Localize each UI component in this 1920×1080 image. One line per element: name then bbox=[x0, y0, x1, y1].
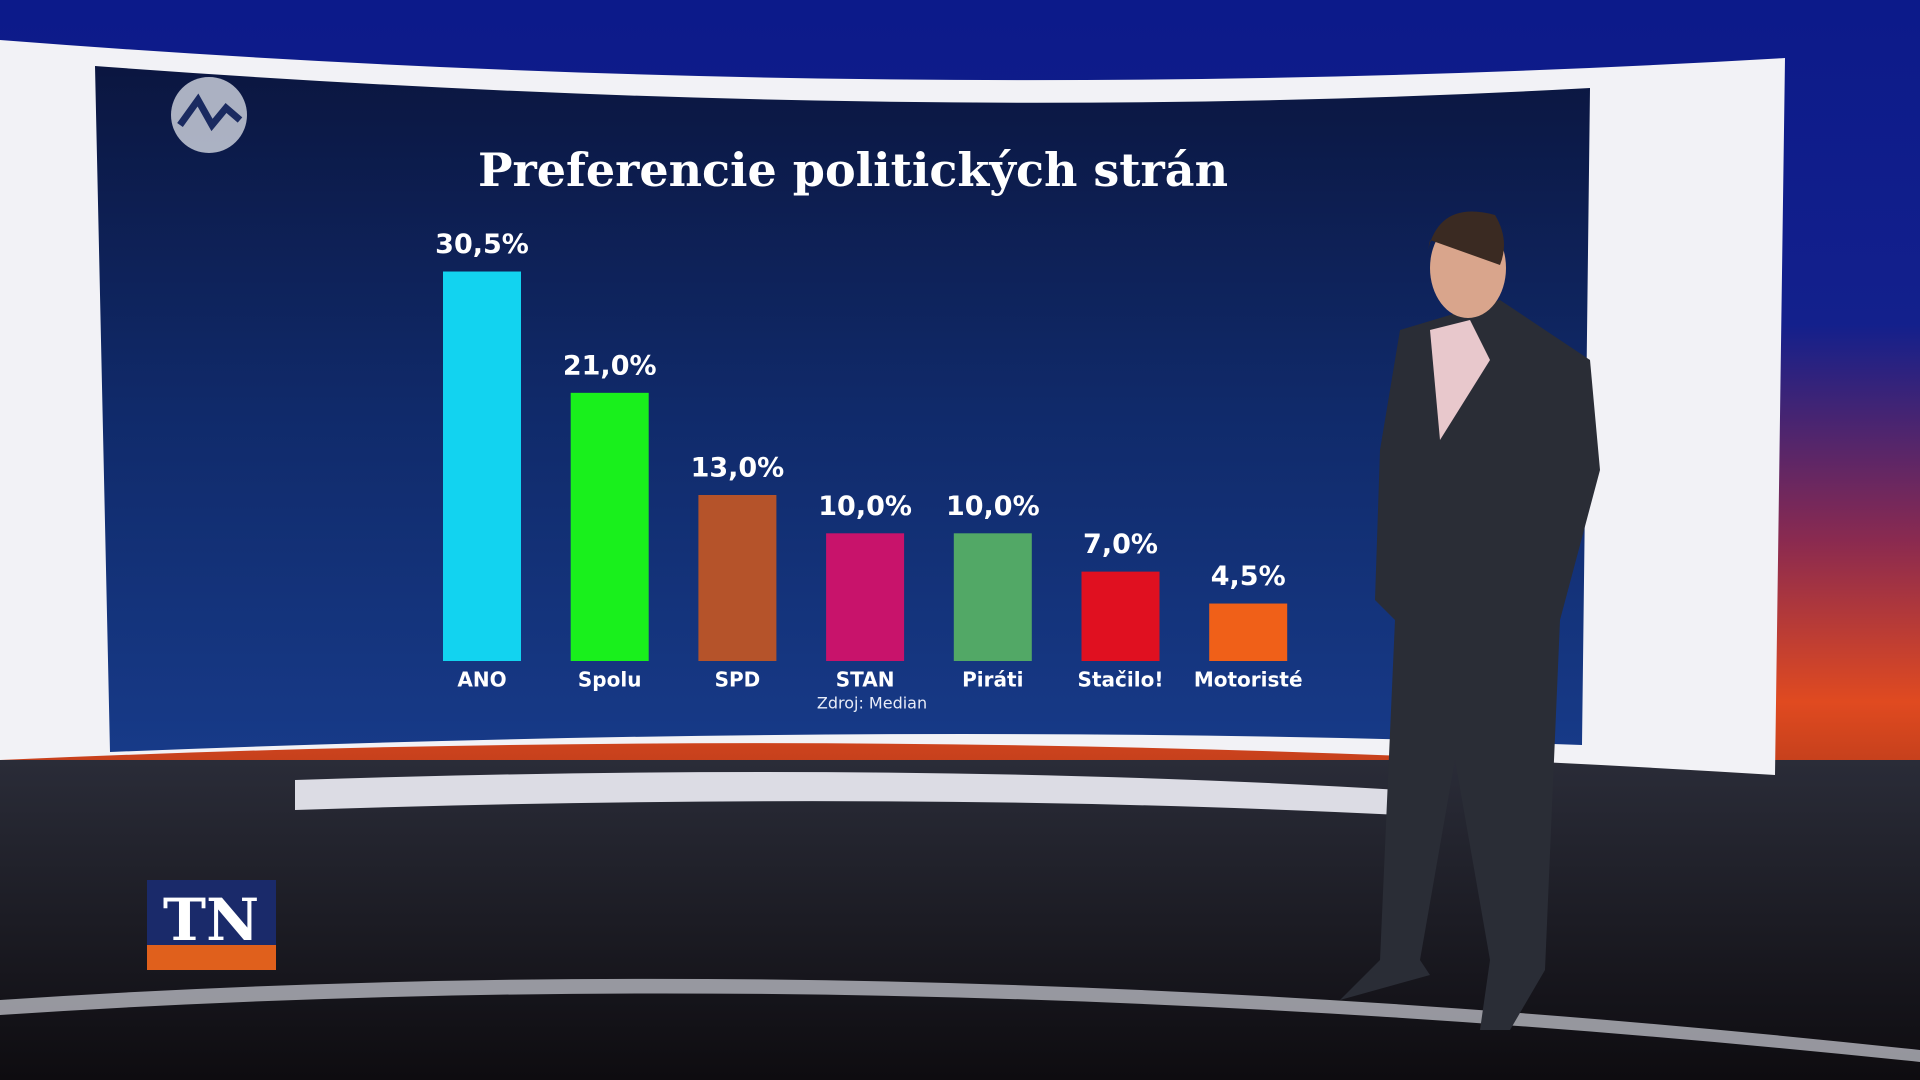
value-label: 10,0% bbox=[946, 491, 1040, 522]
bar bbox=[826, 533, 905, 661]
bar bbox=[1209, 603, 1288, 661]
bar bbox=[1081, 571, 1160, 661]
category-label: Motoristé bbox=[1194, 668, 1303, 692]
floor-line bbox=[0, 978, 1920, 1062]
bar bbox=[570, 392, 649, 661]
value-label: 13,0% bbox=[691, 452, 785, 483]
presenter-suit bbox=[1340, 300, 1600, 1030]
presenter bbox=[1340, 211, 1600, 1030]
source-note: Zdroj: Median bbox=[817, 694, 927, 713]
value-label: 21,0% bbox=[563, 350, 657, 381]
category-label: ANO bbox=[457, 668, 506, 692]
bar bbox=[698, 494, 777, 661]
value-label: 4,5% bbox=[1211, 561, 1286, 592]
value-label: 10,0% bbox=[818, 491, 912, 522]
category-label: Stačilo! bbox=[1078, 668, 1164, 692]
bar bbox=[443, 271, 521, 661]
presenter-hair bbox=[1428, 211, 1504, 265]
chart-title: Preferencie politických strán bbox=[478, 143, 1228, 197]
station-logo-mark bbox=[177, 93, 243, 132]
category-label: Piráti bbox=[962, 668, 1023, 692]
bar bbox=[953, 533, 1032, 661]
desk-edge bbox=[295, 772, 1400, 815]
value-label: 7,0% bbox=[1083, 529, 1158, 560]
presenter-shirt bbox=[1430, 320, 1490, 440]
channel-logo-stripe bbox=[147, 945, 276, 970]
category-label: SPD bbox=[715, 668, 761, 692]
category-label: Spolu bbox=[578, 668, 642, 692]
channel-logo: TN bbox=[163, 886, 259, 954]
value-label: 30,5% bbox=[435, 229, 529, 260]
category-label: STAN bbox=[836, 668, 895, 692]
